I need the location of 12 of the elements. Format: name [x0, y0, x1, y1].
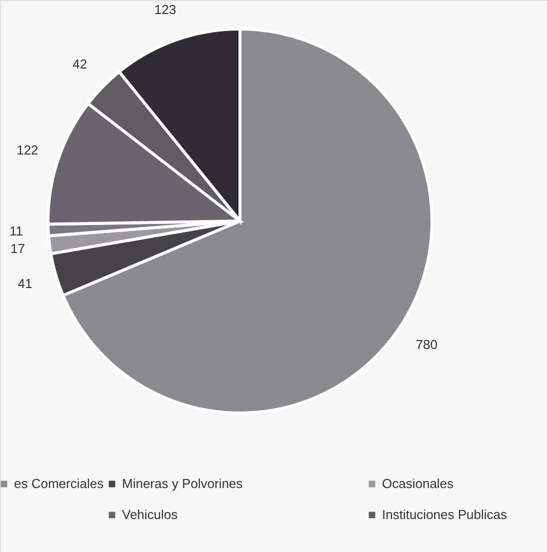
data-label: 41: [18, 276, 32, 291]
legend-label: Vehiculos: [122, 507, 178, 522]
legend-label: Instituciones Publicas: [382, 507, 508, 522]
data-label: 780: [416, 336, 438, 352]
data-label: 123: [154, 2, 176, 17]
data-label: 17: [10, 240, 25, 256]
legend-label: es Comerciales: [14, 476, 104, 491]
data-label: 42: [72, 56, 88, 72]
data-label: 11: [10, 224, 23, 239]
legend-label: Mineras y Polvorines: [122, 476, 244, 491]
data-label: 122: [16, 142, 38, 158]
legend-label: Ocasionales: [382, 476, 454, 491]
